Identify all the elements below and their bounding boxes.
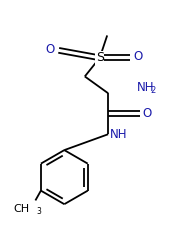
Text: O: O [133, 50, 142, 63]
Text: 3: 3 [36, 207, 41, 216]
Text: 2: 2 [151, 87, 156, 95]
Text: NH: NH [110, 128, 127, 141]
Text: O: O [142, 107, 151, 120]
Text: CH: CH [14, 204, 30, 214]
Text: O: O [46, 43, 55, 56]
Text: NH: NH [137, 81, 155, 94]
Text: S: S [96, 51, 104, 64]
